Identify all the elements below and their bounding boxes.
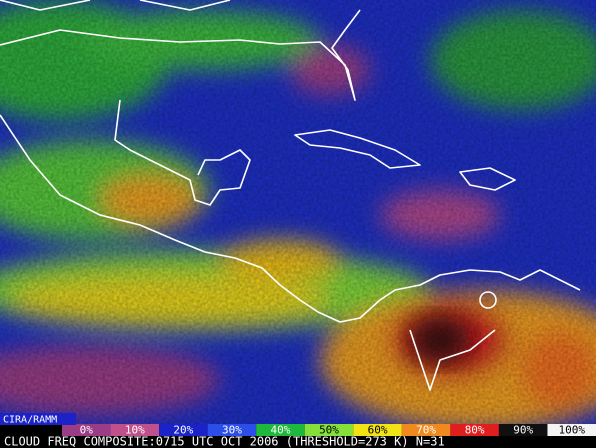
legend-swatch (110, 424, 160, 436)
legend-swatch (159, 424, 208, 436)
legend-label: 80% (465, 424, 485, 437)
legend-swatch (498, 424, 548, 436)
cloud-field (0, 0, 596, 430)
legend-swatch (401, 424, 451, 436)
legend-label: 60% (368, 424, 388, 437)
legend-label: 90% (513, 424, 533, 437)
coastlines (0, 0, 581, 391)
color-legend: 0% 10% 20% 30% 40% 50% 60% 70% 80% 90% 100% (0, 424, 596, 437)
credit: CIRA/RAMM (3, 415, 57, 426)
legend-label: 40% (271, 424, 291, 437)
legend-swatch (256, 424, 305, 436)
legend-label: 0% (80, 424, 94, 437)
legend-swatch (353, 424, 402, 436)
credit-box (0, 413, 76, 425)
caption-bar (0, 436, 596, 448)
legend-label: 20% (173, 424, 193, 437)
legend-swatch (62, 424, 111, 436)
legend-label: 10% (125, 424, 145, 437)
legend-swatch (450, 424, 499, 436)
legend-swatch (547, 424, 596, 436)
legend-label: 70% (416, 424, 436, 437)
legend-label: 100% (558, 424, 585, 437)
caption: CLOUD FREQ COMPOSITE:0715 UTC OCT 2006 (… (4, 435, 445, 448)
legend-swatch (207, 424, 257, 436)
legend-label: 30% (222, 424, 242, 437)
legend-label: 50% (319, 424, 339, 437)
legend-swatch (304, 424, 354, 436)
